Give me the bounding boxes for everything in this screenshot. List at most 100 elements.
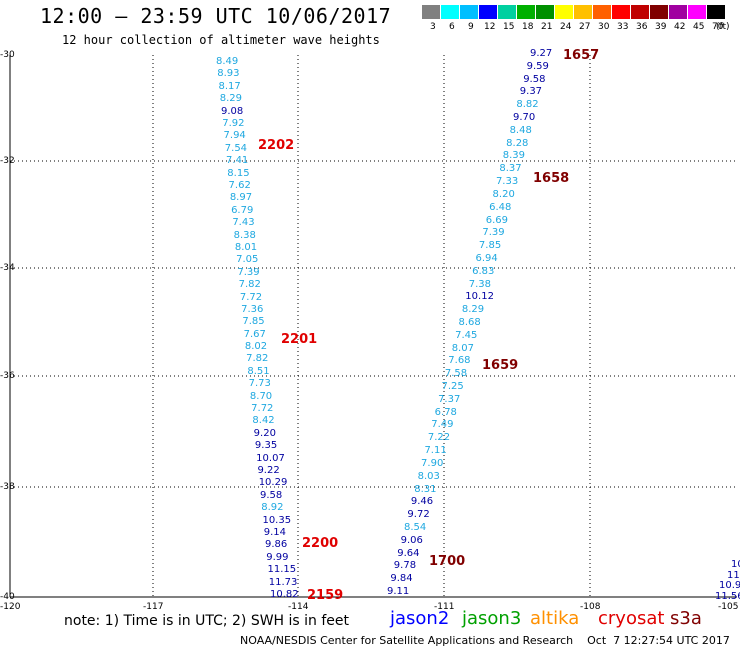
legend-label: 3 <box>430 22 436 32</box>
wave-height-label: 9.86 <box>264 539 288 551</box>
lon-tick-label: -120 <box>0 602 21 612</box>
wave-height-label: 9.72 <box>407 509 430 521</box>
wave-height-label: 9.35 <box>254 440 278 452</box>
satellite-name: jason2 <box>390 608 450 629</box>
wave-height-label: 9.11 <box>387 586 410 597</box>
wave-height-label: 10.9 <box>719 580 740 591</box>
legend-label: 39 <box>655 22 667 32</box>
lat-tick-label: -30 <box>0 50 15 60</box>
pass-time-label: 2201 <box>281 332 318 347</box>
legend-swatch <box>631 5 649 19</box>
satellite-name: jason3 <box>462 608 522 629</box>
wave-height-label: 7.36 <box>241 303 264 315</box>
lon-tick-label: -105 <box>718 602 739 612</box>
wave-height-label: 9.08 <box>221 105 244 117</box>
wave-height-label: 8.54 <box>404 521 427 533</box>
wave-height-label: 7.94 <box>223 130 246 142</box>
legend-label: 27 <box>579 22 591 32</box>
wave-height-label: 7.33 <box>495 176 519 188</box>
wave-height-label: 7.25 <box>441 381 464 393</box>
wave-height-label: 9.06 <box>400 534 423 546</box>
wave-height-label: 9.46 <box>410 496 434 508</box>
wave-height-label: 7.39 <box>237 266 260 278</box>
wave-height-label: 7.39 <box>482 227 505 239</box>
wave-height-label: 9.14 <box>263 527 286 539</box>
legend-label: 42 <box>674 22 686 32</box>
wave-height-label: 8.51 <box>247 365 270 377</box>
wave-height-label: 7.82 <box>246 353 269 365</box>
legend-swatch <box>612 5 630 19</box>
wave-height-label: 9.70 <box>512 112 536 124</box>
wave-height-label: 8.31 <box>414 483 437 495</box>
wave-height-label: 7.22 <box>427 432 451 444</box>
legend-swatch <box>574 5 592 19</box>
satellite-name: cryosat <box>598 608 665 629</box>
legend-label: 21 <box>541 22 553 32</box>
legend-label: 30 <box>598 22 610 32</box>
lat-tick-label: -32 <box>0 156 15 166</box>
wave-height-label: 6.94 <box>475 252 498 264</box>
wave-height-label: 10.12 <box>465 291 494 303</box>
legend-unit: (ft) <box>716 22 730 32</box>
wave-height-label: 8.82 <box>516 99 539 111</box>
wave-height-label: 7.49 <box>431 419 454 431</box>
lat-tick-label: -36 <box>0 371 15 381</box>
pass-time-label: 1657 <box>563 48 600 63</box>
satellite-name: altika <box>530 608 580 629</box>
wave-height-label: 8.39 <box>502 150 526 162</box>
wave-height-label: 8.37 <box>499 163 522 175</box>
wave-height-label: 8.93 <box>217 68 240 80</box>
wave-height-label: 7.41 <box>226 155 249 167</box>
wave-height-label: 8.01 <box>234 241 258 253</box>
lon-tick-label: -108 <box>580 602 601 612</box>
wave-height-label: 8.48 <box>509 124 532 136</box>
wave-height-label: 9.27 <box>530 48 553 59</box>
wave-height-label: 7.58 <box>444 368 468 380</box>
wave-height-label: 7.54 <box>224 142 248 154</box>
wave-height-label: 8.29 <box>219 93 243 105</box>
wave-height-label: 7.11 <box>424 445 447 457</box>
lon-tick-label: -111 <box>434 602 455 612</box>
wave-height-label: 7.62 <box>228 179 251 191</box>
wave-height-label: 7.85 <box>478 240 502 252</box>
wave-height-label: 6.48 <box>489 201 512 213</box>
legend-label: 15 <box>503 22 515 32</box>
wave-height-label: 10.82 <box>270 589 299 600</box>
legend-swatch <box>688 5 706 19</box>
map-title: 12:00 – 23:59 UTC 10/06/2017 <box>40 4 392 28</box>
legend-swatch <box>536 5 554 19</box>
wave-height-label: 10.35 <box>262 514 292 526</box>
legend-swatch <box>441 5 459 19</box>
wave-height-label: 7.68 <box>448 355 471 367</box>
pass-time-label: 2159 <box>307 588 344 603</box>
wave-height-label: 9.37 <box>519 86 543 98</box>
wave-height-label: 6.69 <box>485 214 508 226</box>
wave-height-label: 7.67 <box>243 328 266 340</box>
wave-height-label: 10.07 <box>256 452 285 464</box>
wave-height-label: 10 <box>731 559 740 570</box>
legend-label: 24 <box>560 22 572 32</box>
wave-height-label: 8.17 <box>218 80 241 92</box>
wave-height-label: 7.85 <box>242 316 265 328</box>
legend-label: 70 <box>712 22 724 32</box>
wave-height-label: 7.73 <box>248 378 271 390</box>
legend-label: 18 <box>522 22 534 32</box>
wave-height-label: 7.43 <box>232 217 255 229</box>
legend-swatch <box>555 5 573 19</box>
pass-time-label: 1658 <box>533 171 570 186</box>
wave-height-label: 7.38 <box>468 278 491 290</box>
legend-label: 45 <box>693 22 705 32</box>
wave-height-label: 7.92 <box>222 117 245 129</box>
wave-height-label: 7.37 <box>438 393 461 405</box>
wave-height-label: 8.15 <box>227 167 250 179</box>
wave-height-label: 8.29 <box>461 304 485 316</box>
legend-swatch <box>669 5 687 19</box>
lon-tick-label: -117 <box>143 602 164 612</box>
legend-label: 33 <box>617 22 629 32</box>
wave-height-label: 7.72 <box>251 403 274 415</box>
legend-label: 12 <box>484 22 496 32</box>
legend-swatch <box>517 5 535 19</box>
wave-height-label: 8.42 <box>252 415 275 427</box>
wave-height-label: 8.20 <box>492 188 515 200</box>
legend-swatch <box>479 5 497 19</box>
